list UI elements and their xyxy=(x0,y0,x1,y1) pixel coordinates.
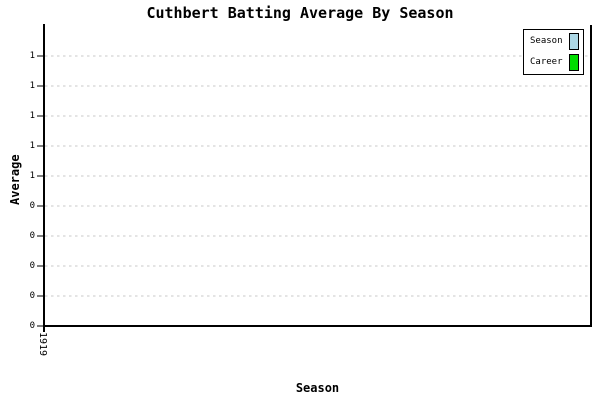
x-axis-title: Season xyxy=(295,381,340,395)
y-tick-label: 1 xyxy=(29,81,35,91)
x-tick-label-1919: 1919 xyxy=(37,332,48,357)
legend: Season Career xyxy=(523,29,584,75)
y-tick-label: 0 xyxy=(29,261,35,271)
legend-item-season: Season xyxy=(530,33,579,50)
legend-label: Season xyxy=(530,36,563,46)
y-tick-marks xyxy=(37,55,44,327)
legend-label: Career xyxy=(530,57,563,67)
legend-item-career: Career xyxy=(530,54,579,71)
y-tick-label: 0 xyxy=(29,231,35,241)
gridlines xyxy=(45,55,591,297)
y-tick-label: 1 xyxy=(29,141,35,151)
career-series-swatch xyxy=(569,54,579,71)
y-tick-label: 1 xyxy=(29,51,35,61)
y-tick-label: 1 xyxy=(29,171,35,181)
chart-title: Cuthbert Batting Average By Season xyxy=(146,4,454,22)
season-series-swatch xyxy=(569,33,579,50)
y-tick-label: 0 xyxy=(29,321,35,331)
y-tick-label: 0 xyxy=(29,201,35,211)
y-tick-label: 1 xyxy=(29,111,35,121)
y-tick-label: 0 xyxy=(29,291,35,301)
